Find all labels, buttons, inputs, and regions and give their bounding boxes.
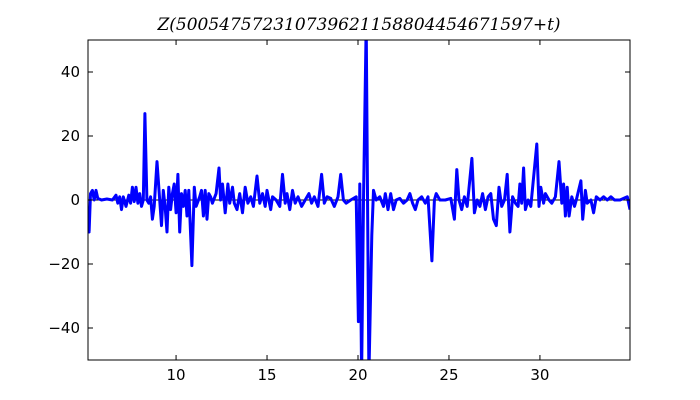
- y-tick-label: 40: [61, 63, 80, 81]
- x-tick-label: 25: [439, 366, 458, 384]
- plot-frame: [87, 39, 631, 361]
- x-tick-label: 15: [257, 366, 276, 384]
- y-tick-label: 0: [70, 191, 80, 209]
- y-tick-label: 20: [61, 127, 80, 145]
- y-tick-label: −40: [48, 319, 80, 337]
- series-line: [88, 40, 630, 360]
- chart-title: Z(500547572310739621158804454671597+t): [156, 15, 560, 35]
- y-tick-label: −20: [48, 255, 80, 273]
- x-tick-label: 20: [348, 366, 367, 384]
- x-tick-label: 30: [530, 366, 549, 384]
- x-tick-label: 10: [167, 366, 186, 384]
